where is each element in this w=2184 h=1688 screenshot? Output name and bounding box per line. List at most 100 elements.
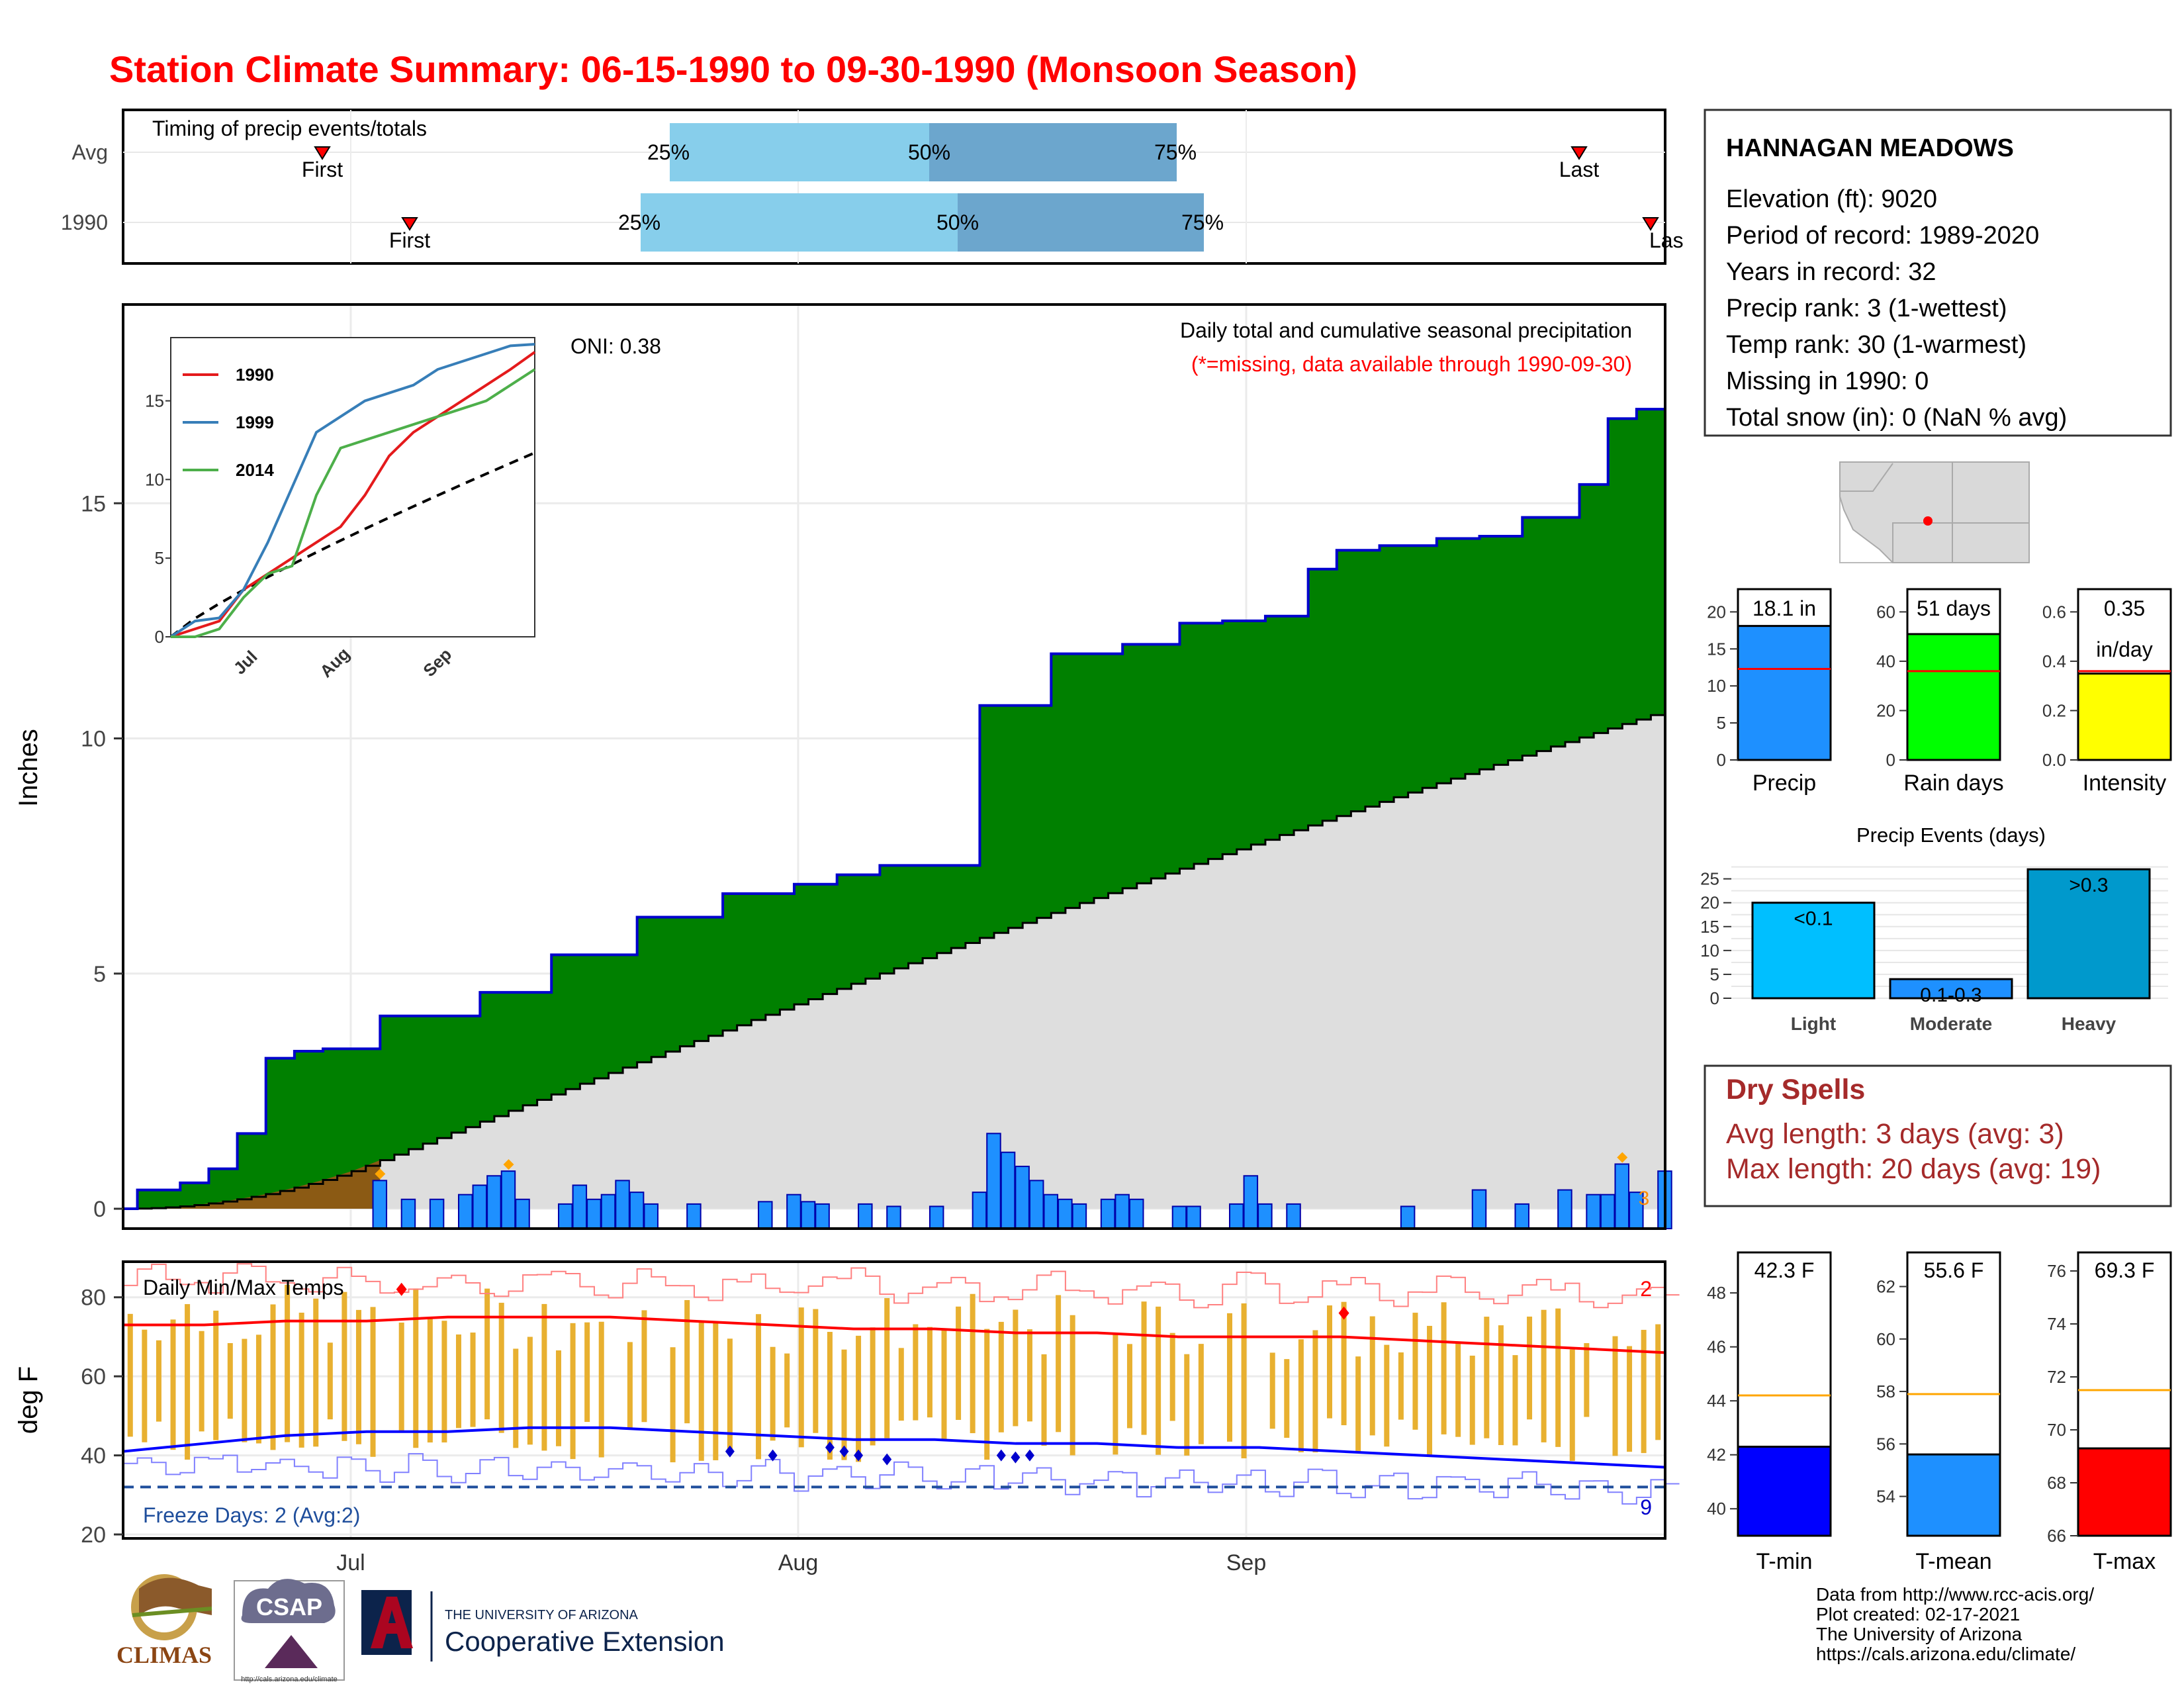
daily-temp-range-bar	[255, 1335, 261, 1444]
daily-temp-range-bar	[984, 1329, 990, 1460]
events-tick-label: 20	[1700, 893, 1719, 913]
dry-spells-title: Dry Spells	[1726, 1074, 1865, 1105]
temp-bar-tick-label: 56	[1876, 1434, 1895, 1454]
daily-temp-range-bar	[1355, 1356, 1361, 1454]
mini-bar-value	[1737, 625, 1832, 761]
daily-temp-range-bar	[1341, 1301, 1347, 1426]
daily-temp-range-bar	[1056, 1295, 1062, 1432]
daily-precip-bar	[1028, 1180, 1044, 1229]
timing-1990-25-50-bar	[641, 193, 958, 252]
daily-precip-bar	[1000, 1151, 1016, 1230]
csap-url: http://cals.arizona.edu/climate	[241, 1675, 338, 1683]
daily-temp-range-bar	[1041, 1354, 1047, 1446]
daily-precip-bar	[457, 1194, 473, 1229]
timing-1990-25-label: 25%	[618, 211, 660, 234]
daily-precip-bar	[1557, 1189, 1572, 1229]
daily-temp-range-bar	[1126, 1344, 1132, 1429]
daily-precip-bar	[758, 1201, 773, 1229]
daily-temp-range-bar	[827, 1331, 833, 1460]
temp-panel-frame	[122, 1260, 1666, 1540]
daily-temp-range-bar	[1627, 1346, 1633, 1452]
events-category-label: Heavy	[2062, 1013, 2116, 1034]
timing-1990-first-label: First	[389, 228, 430, 252]
timing-1990-50-75-bar	[958, 193, 1204, 252]
timing-1990-75-label: 75%	[1181, 211, 1224, 234]
daily-temp-range-bar	[727, 1338, 733, 1450]
precip-end-marker-value: 3	[1639, 1188, 1650, 1209]
daily-temp-range-bar	[1484, 1317, 1490, 1438]
csap-cloud-icon	[241, 1579, 336, 1623]
daily-precip-bar	[500, 1170, 516, 1230]
daily-temp-range-bar	[527, 1336, 533, 1445]
season-summary-bars: 18.1 in 0 5 10 15 20 Precip 51 days 0 20 40 60 Rain …	[1707, 588, 2172, 796]
station-line: Total snow (in): 0 (NaN % avg)	[1726, 404, 2067, 432]
inset-frame	[170, 337, 535, 637]
daily-temp-range-bar	[570, 1323, 576, 1460]
daily-temp-range-bar	[156, 1340, 161, 1422]
daily-temp-range-bar	[1298, 1339, 1304, 1452]
timing-row-1990-label: 1990	[61, 211, 108, 234]
temp-bar-tick-label: 68	[2047, 1473, 2066, 1493]
dry-spells: Dry Spells Avg length: 3 days (avg: 3) M…	[1704, 1064, 2172, 1207]
daily-temp-range-bar	[498, 1303, 504, 1433]
timing-1990-last-label: Las	[1649, 228, 1684, 252]
daily-precip-bar	[800, 1201, 816, 1229]
ua-logo: THE UNIVERSITY OF ARIZONA Cooperative Ex…	[361, 1590, 725, 1662]
daily-precip-bar	[1015, 1166, 1030, 1230]
footer-line: The University of Arizona	[1816, 1624, 2023, 1644]
dry-spells-max: Max length: 20 days (avg: 19)	[1726, 1153, 2101, 1185]
avg-cumulative-line	[123, 710, 1666, 1210]
daily-temp-range-bar	[1427, 1325, 1433, 1458]
daily-temp-range-bar	[127, 1313, 133, 1437]
mini-bar-value-label: 51 days	[1917, 596, 1991, 620]
daily-temp-range-bar	[898, 1348, 904, 1421]
temp-bar-tick-label: 72	[2047, 1367, 2066, 1387]
temp-bar-value-label: 55.6 F	[1924, 1258, 1984, 1282]
daily-temp-range-bar	[142, 1329, 148, 1442]
record-low-marker	[996, 1449, 1006, 1462]
temp-y-tick-label: 40	[81, 1444, 106, 1469]
daily-temp-range-bar	[913, 1324, 919, 1421]
daily-precip-bar	[1186, 1205, 1201, 1229]
daily-precip-bar	[1600, 1194, 1615, 1229]
temp-y-tick-label: 20	[81, 1523, 106, 1548]
daily-temp-range-bar	[170, 1319, 176, 1450]
events-bar	[1889, 978, 2013, 1000]
csap-mountain-icon	[265, 1635, 318, 1668]
record-low-marker	[854, 1449, 864, 1462]
daily-precip-bar	[1058, 1198, 1073, 1229]
precip-events-title: Precip Events (days)	[1856, 823, 2046, 847]
events-tick-label: 25	[1700, 869, 1719, 889]
mini-bar-value-label: 18.1 in	[1752, 596, 1816, 620]
climas-logo-shape	[139, 1577, 212, 1615]
mini-bar-label: Intensity	[2083, 771, 2167, 796]
temp-summary-bars: 42.3 F 40 42 44 46 48 T-min 55.6 F 54 56 58 60 62 T-m…	[1707, 1251, 2172, 1574]
daily-precip-bar	[986, 1133, 1001, 1229]
temp-bar-tick-label: 66	[2047, 1526, 2066, 1546]
daily-temp-range-bar	[484, 1288, 490, 1420]
daily-temp-range-bar	[1469, 1355, 1475, 1445]
mini-bar-tick-label: 0.4	[2042, 651, 2066, 671]
daily-precip-bar	[858, 1203, 873, 1229]
record-low-marker	[725, 1445, 735, 1458]
daily-temp-range-bar	[1455, 1342, 1461, 1437]
timing-avg-first-marker	[314, 146, 331, 160]
record-low-marker	[882, 1453, 892, 1466]
daily-temp-range-bar	[770, 1346, 776, 1441]
inset-series-line	[171, 368, 536, 638]
daily-temp-range-bar	[370, 1307, 376, 1457]
temp-series	[122, 1263, 1680, 1505]
x-label-sep: Sep	[1226, 1550, 1267, 1575]
daily-temp-range-bar	[1555, 1308, 1561, 1447]
precip-y-axis-label: Inches	[14, 729, 43, 807]
mini-bar-tick-label: 0.0	[2042, 750, 2066, 770]
daily-precip-bar	[572, 1184, 588, 1229]
daily-precip-bar	[1100, 1198, 1116, 1229]
precip-y-tick-label: 15	[81, 491, 106, 516]
daily-precip-bar	[886, 1205, 901, 1229]
locator-map	[1839, 461, 2030, 563]
mini-bar-tick-label: 0	[1886, 750, 1895, 770]
mini-bar-tick-label: 40	[1876, 651, 1895, 671]
precip-cumulative-areas	[123, 357, 1666, 1210]
temp-bar-tick-label: 74	[2047, 1314, 2066, 1334]
